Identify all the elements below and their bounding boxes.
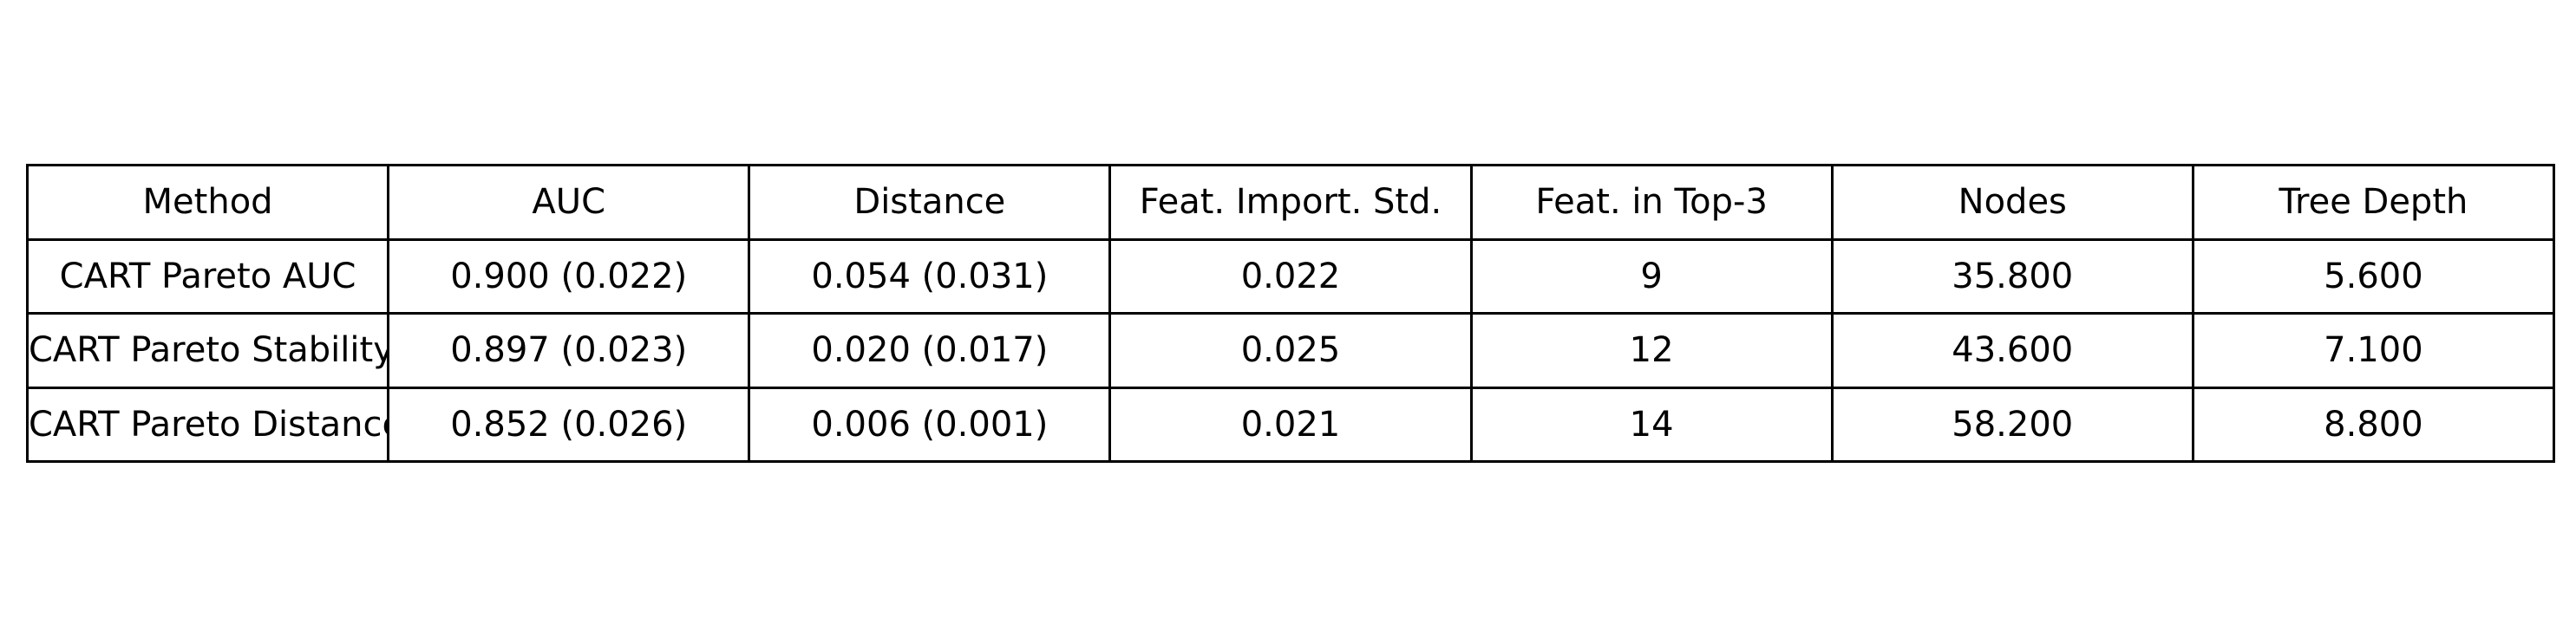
cell-method: CART Pareto Stability	[25, 312, 390, 389]
header-nodes: Nodes	[1830, 164, 2194, 241]
cell-auc: 0.897 (0.023)	[387, 312, 751, 389]
cell-feat-in-top-3: 9	[1469, 237, 1834, 315]
cell-tree-depth: 8.800	[2191, 386, 2556, 463]
cell-feat-in-top-3: 12	[1469, 312, 1834, 389]
header-feat-import-std: Feat. Import. Std.	[1108, 164, 1473, 241]
cell-feat-import-std: 0.021	[1108, 386, 1473, 463]
cell-distance: 0.054 (0.031)	[748, 237, 1112, 315]
cell-feat-in-top-3: 14	[1469, 386, 1834, 463]
cell-nodes: 43.600	[1830, 312, 2194, 389]
cell-method: CART Pareto AUC	[25, 237, 390, 315]
cell-feat-import-std: 0.022	[1108, 237, 1473, 315]
cell-nodes: 35.800	[1830, 237, 2194, 315]
cell-distance: 0.020 (0.017)	[748, 312, 1112, 389]
cell-tree-depth: 5.600	[2191, 237, 2556, 315]
header-method: Method	[25, 164, 390, 241]
table-header-row: Method AUC Distance Feat. Import. Std. F…	[25, 164, 2556, 241]
header-distance: Distance	[748, 164, 1112, 241]
table-row: CART Pareto Distance 0.852 (0.026) 0.006…	[25, 386, 2556, 463]
table-row: CART Pareto Stability 0.897 (0.023) 0.02…	[25, 312, 2556, 389]
results-table: Method AUC Distance Feat. Import. Std. F…	[25, 164, 2556, 463]
cell-nodes: 58.200	[1830, 386, 2194, 463]
table-row: CART Pareto AUC 0.900 (0.022) 0.054 (0.0…	[25, 237, 2556, 315]
cell-feat-import-std: 0.025	[1108, 312, 1473, 389]
header-tree-depth: Tree Depth	[2191, 164, 2556, 241]
cell-method: CART Pareto Distance	[25, 386, 390, 463]
cell-tree-depth: 7.100	[2191, 312, 2556, 389]
header-feat-in-top-3: Feat. in Top-3	[1469, 164, 1834, 241]
cell-auc: 0.900 (0.022)	[387, 237, 751, 315]
header-auc: AUC	[387, 164, 751, 241]
cell-distance: 0.006 (0.001)	[748, 386, 1112, 463]
results-table-container: Method AUC Distance Feat. Import. Std. F…	[25, 164, 2556, 463]
cell-auc: 0.852 (0.026)	[387, 386, 751, 463]
